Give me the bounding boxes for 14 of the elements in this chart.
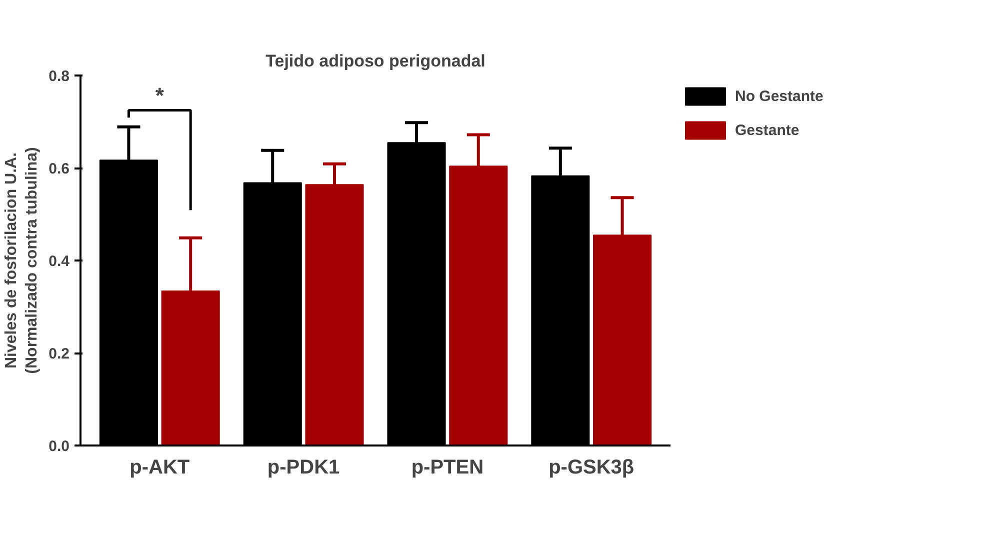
x-tick-label: p-PDK1 [267, 456, 340, 478]
y-tick-label: 0.4 [48, 253, 70, 270]
chart-title: Tejido adiposo perigonadal [266, 52, 486, 70]
legend-label: Gestante [735, 122, 800, 138]
y-tick-label: 0.6 [48, 160, 70, 178]
y-axis-title: Niveles de fosforilacion U.A. (Normalizado contra tubulina) [3, 147, 41, 374]
x-tick-label: p-AKT [130, 456, 190, 478]
y-tick-label: 0.8 [48, 68, 70, 85]
x-tick-label: p-PTEN [411, 456, 484, 478]
x-tick-label: p-GSK3β [548, 456, 634, 478]
annotation: * [155, 83, 164, 108]
y-tick-label: 0.2 [48, 346, 70, 362]
y-tick-label: 0.0 [48, 438, 70, 455]
legend-label: No Gestante [735, 88, 824, 104]
